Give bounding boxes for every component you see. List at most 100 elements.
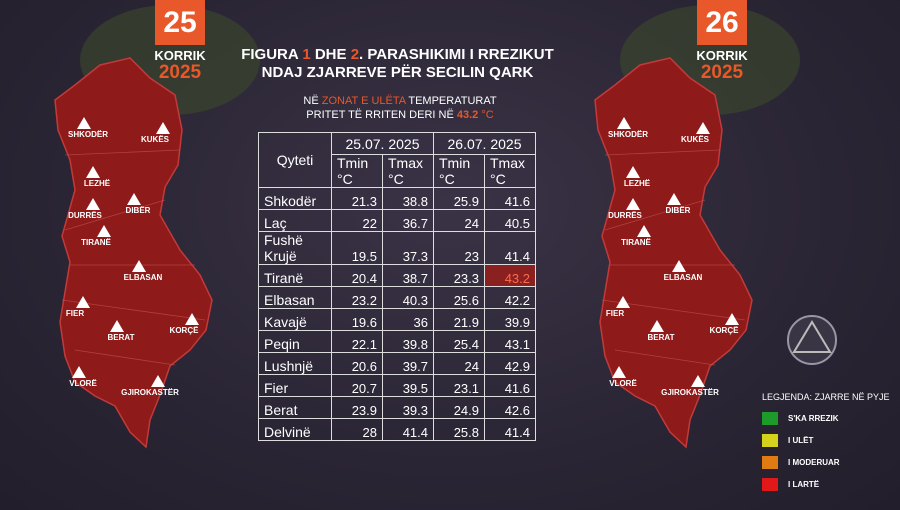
region-label: SHKODËR — [68, 130, 108, 139]
legend-label: I ULËT — [788, 436, 814, 445]
value-cell: 25.9 — [433, 187, 485, 210]
region: KUKËS — [141, 122, 170, 144]
value-cell: 24 — [433, 352, 485, 375]
warning-icon — [626, 198, 640, 210]
value-cell: 40.5 — [484, 209, 536, 232]
region: KUKËS — [681, 122, 710, 144]
warning-icon — [617, 117, 631, 129]
title-text: NDAJ ZJARREVE PËR SECILIN QARK — [261, 64, 534, 81]
warning-icon — [667, 193, 681, 205]
table-row: Kavajë 19.6 36 21.9 39.9 — [258, 308, 536, 331]
region: FIER — [66, 296, 90, 318]
value-cell: 24.9 — [433, 396, 485, 419]
region: LEZHË — [84, 166, 111, 188]
warning-icon — [691, 375, 705, 387]
header-cell: 25.07. 2025 — [331, 132, 434, 155]
warning-icon — [672, 260, 686, 272]
region-label: FIER — [606, 309, 624, 318]
region: SHKODËR — [608, 117, 648, 139]
region-label: ELBASAN — [124, 273, 163, 282]
map-right — [594, 5, 800, 448]
year: 2025 — [700, 62, 744, 83]
title-text: FIGURA — [241, 46, 303, 63]
value-cell: 43.1 — [484, 330, 536, 353]
value-cell: 21.9 — [433, 308, 485, 331]
value-cell: 41.4 — [484, 418, 536, 441]
city-cell: Fushë Krujë — [258, 231, 332, 265]
value-cell: 19.6 — [331, 308, 383, 331]
region-label: GJIROKASTËR — [661, 388, 719, 397]
value-cell: 38.7 — [382, 264, 434, 287]
region: SHKODËR — [68, 117, 108, 139]
subtitle-text: TEMPERATURAT — [405, 95, 497, 107]
warning-icon — [97, 225, 111, 237]
legend-label: S'KA RREZIK — [788, 414, 839, 423]
warning-icon — [156, 122, 170, 134]
date-badge: 26 — [697, 0, 747, 45]
table-row: Shkodër 21.3 38.8 25.9 41.6 — [258, 187, 536, 210]
city-cell: Elbasan — [258, 286, 332, 309]
region-label: DIBËR — [666, 206, 691, 215]
region-label: BERAT — [108, 333, 135, 342]
region-label: KORÇË — [710, 326, 740, 335]
region-label: BERAT — [648, 333, 675, 342]
title-text: 2 — [350, 46, 360, 63]
title-text: DHE — [310, 46, 351, 63]
value-cell: 20.7 — [331, 374, 383, 397]
region: KORÇË — [710, 313, 740, 335]
value-cell: 36.7 — [382, 209, 434, 232]
region: DURRËS — [608, 198, 643, 220]
year: 2025 — [158, 62, 202, 83]
city-cell: Shkodër — [258, 187, 332, 210]
value-cell: 23.2 — [331, 286, 383, 309]
header-cell: Tmax °C — [382, 154, 434, 188]
subtitle-text: °C — [478, 109, 494, 121]
legend-item: I LARTË — [762, 478, 819, 491]
region-label: VLORË — [69, 379, 97, 388]
region-label: SHKODËR — [608, 130, 648, 139]
month: KORRIK — [154, 48, 206, 63]
warning-icon — [110, 320, 124, 332]
legend-swatch — [762, 478, 778, 491]
warning-icon — [86, 198, 100, 210]
legend-label: I LARTË — [788, 480, 820, 489]
legend-item: I ULËT — [762, 434, 813, 447]
value-cell: 39.8 — [382, 330, 434, 353]
value-cell: 38.8 — [382, 187, 434, 210]
region-label: GJIROKASTËR — [121, 388, 179, 397]
region: BERAT — [648, 320, 675, 342]
warning-icon — [626, 166, 640, 178]
header-cell: 26.07. 2025 — [433, 132, 536, 155]
subtitle-text: ZONAT E ULËTA — [321, 95, 406, 107]
month: KORRIK — [696, 48, 748, 63]
value-cell: 22.1 — [331, 330, 383, 353]
region: FIER — [606, 296, 630, 318]
table-row: Laç 22 36.7 24 40.5 — [258, 209, 536, 232]
value-cell: 20.4 — [331, 264, 383, 287]
value-cell: 23.9 — [331, 396, 383, 419]
warning-icon — [77, 117, 91, 129]
region-label: LEZHË — [84, 179, 111, 188]
value-cell: 21.3 — [331, 187, 383, 210]
region: TIRANË — [81, 225, 112, 247]
region: GJIROKASTËR — [121, 375, 179, 397]
value-cell: 41.4 — [484, 231, 536, 265]
header-cell: Qyteti — [258, 132, 332, 188]
value-cell: 23.1 — [433, 374, 485, 397]
value-cell: 42.6 — [484, 396, 536, 419]
legend-item: I MODERUAR — [762, 456, 840, 469]
region-label: VLORË — [609, 379, 637, 388]
table-row: Lushnjë 20.6 39.7 24 42.9 — [258, 352, 536, 375]
value-cell: 42.2 — [484, 286, 536, 309]
region: KORÇË — [170, 313, 199, 335]
value-cell: 23.3 — [433, 264, 485, 287]
region: DURRËS — [68, 198, 103, 220]
region-label: TIRANË — [621, 238, 651, 247]
region: BERAT — [108, 320, 135, 342]
emblem — [787, 315, 837, 365]
value-cell: 25.6 — [433, 286, 485, 309]
warning-icon — [151, 375, 165, 387]
region: DIBËR — [126, 193, 151, 215]
region: DIBËR — [666, 193, 691, 215]
